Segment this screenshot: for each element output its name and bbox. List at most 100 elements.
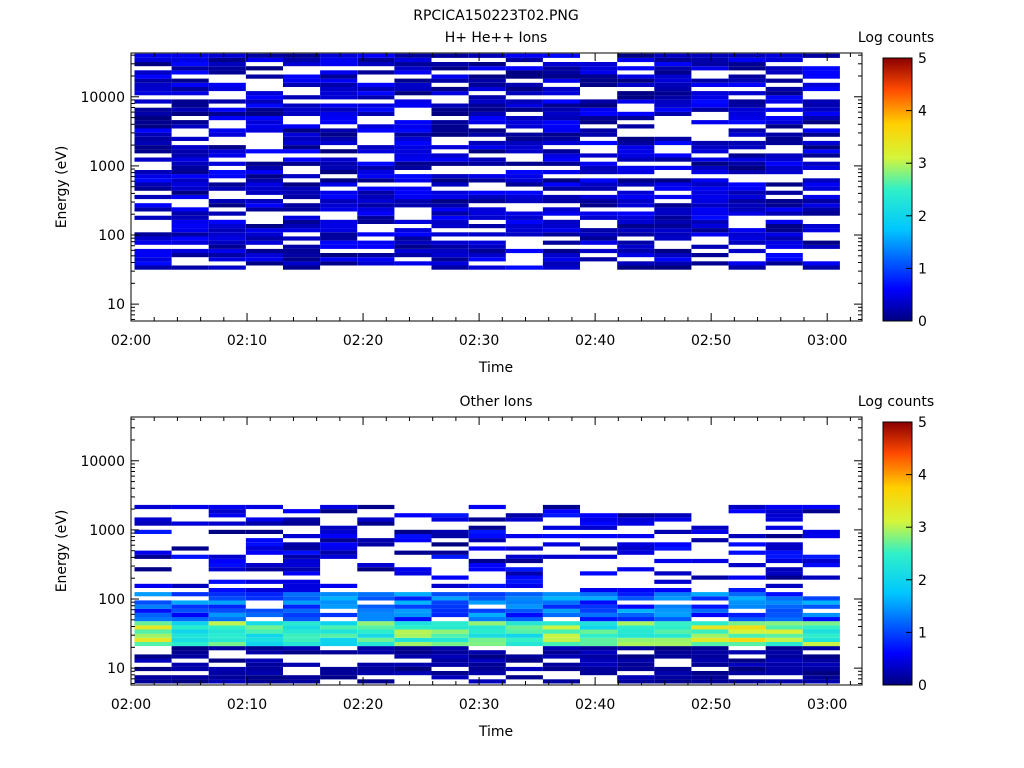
heatmap-cell xyxy=(431,91,469,96)
heatmap-cell xyxy=(357,53,395,58)
heatmap-cell xyxy=(431,600,469,605)
colorbar-tick-label: 5 xyxy=(918,51,927,67)
heatmap-cell xyxy=(468,633,506,638)
heatmap-cell xyxy=(394,654,432,659)
heatmap-cell xyxy=(802,107,840,112)
heatmap-cell xyxy=(320,621,358,626)
heatmap-cell xyxy=(283,592,321,597)
heatmap-cell xyxy=(468,107,506,112)
heatmap-cell xyxy=(357,70,395,75)
x-tick-label: 02:30 xyxy=(459,697,499,713)
heatmap-cell xyxy=(542,629,580,634)
heatmap-cell xyxy=(208,608,246,613)
heatmap-cell xyxy=(208,174,246,179)
heatmap-cell xyxy=(357,170,395,175)
heatmap-cell xyxy=(208,579,246,584)
heatmap-cell xyxy=(802,82,840,87)
heatmap-cell xyxy=(394,529,432,534)
heatmap-cell xyxy=(654,517,692,522)
heatmap-cell xyxy=(394,240,432,245)
heatmap-cell xyxy=(580,211,618,216)
heatmap-cell xyxy=(580,116,618,121)
heatmap-cell xyxy=(357,62,395,67)
heatmap-cell xyxy=(654,66,692,71)
heatmap-cell xyxy=(245,53,283,58)
heatmap-cell xyxy=(134,149,172,154)
heatmap-cell xyxy=(394,120,432,125)
heatmap-cell xyxy=(691,633,729,638)
heatmap-cell xyxy=(505,86,543,92)
y-tick-label: 100 xyxy=(98,228,125,244)
heatmap-cell xyxy=(320,542,358,547)
heatmap-cell xyxy=(617,203,655,208)
heatmap-cell xyxy=(580,534,618,539)
heatmap-cell xyxy=(802,86,840,92)
heatmap-cell xyxy=(728,629,766,634)
heatmap-cell xyxy=(542,542,580,547)
heatmap-cell xyxy=(134,124,172,129)
heatmap-cell xyxy=(431,182,469,187)
heatmap-cell xyxy=(802,145,840,150)
heatmap-cell xyxy=(431,534,469,539)
heatmap-cell xyxy=(654,641,692,647)
heatmap-cell xyxy=(802,529,840,534)
heatmap-cell xyxy=(728,99,766,104)
heatmap-cell xyxy=(765,211,803,216)
heatmap-cell xyxy=(765,132,803,137)
heatmap-cell xyxy=(357,629,395,634)
heatmap-cell xyxy=(283,248,321,254)
heatmap-cell xyxy=(617,99,655,104)
heatmap-cell xyxy=(283,554,321,559)
x-tick-label: 02:10 xyxy=(227,697,267,713)
heatmap-cell xyxy=(431,219,469,224)
heatmap-cell xyxy=(283,517,321,522)
heatmap-cell xyxy=(245,671,283,676)
heatmap-cell xyxy=(542,253,580,258)
heatmap-cell xyxy=(171,70,209,75)
heatmap-cell xyxy=(765,525,803,530)
heatmap-cell xyxy=(357,637,395,642)
heatmap-cell xyxy=(468,99,506,104)
heatmap-cell xyxy=(728,211,766,216)
heatmap-cell xyxy=(171,178,209,183)
heatmap-cell xyxy=(691,604,729,609)
heatmap-cell xyxy=(728,194,766,200)
heatmap-cell xyxy=(691,596,729,601)
heatmap-cell xyxy=(468,244,506,249)
heatmap-cell xyxy=(617,66,655,71)
y-tick-label: 1000 xyxy=(89,159,125,175)
heatmap-cell xyxy=(505,629,543,634)
heatmap-cell xyxy=(728,641,766,647)
heatmap-cell xyxy=(691,228,729,233)
heatmap-cell xyxy=(505,82,543,87)
heatmap-cell xyxy=(208,567,246,572)
heatmap-cell xyxy=(245,170,283,175)
heatmap-cell xyxy=(542,679,580,684)
heatmap-cell xyxy=(394,128,432,133)
heatmap-cell xyxy=(171,66,209,71)
heatmap-cell xyxy=(765,157,803,162)
heatmap-cell xyxy=(505,99,543,104)
y-tick-label: 10000 xyxy=(80,90,125,106)
heatmap-cell xyxy=(505,194,543,200)
heatmap-cell xyxy=(617,244,655,249)
x-tick-label: 02:10 xyxy=(227,333,267,349)
heatmap-cell xyxy=(320,224,358,229)
heatmap-cell xyxy=(171,641,209,647)
heatmap-cell xyxy=(134,120,172,125)
heatmap-cell xyxy=(765,617,803,622)
heatmap-cell xyxy=(468,62,506,67)
panel-title: Other Ions xyxy=(459,394,532,410)
heatmap-cell xyxy=(505,211,543,216)
heatmap-cell xyxy=(283,608,321,613)
y-tick-label: 10 xyxy=(107,297,125,313)
heatmap-cell xyxy=(505,621,543,626)
heatmap-cell xyxy=(691,161,729,166)
heatmap-cell xyxy=(357,253,395,258)
heatmap-cell xyxy=(208,86,246,92)
heatmap-cell xyxy=(542,149,580,154)
heatmap-cell xyxy=(431,625,469,630)
heatmap-cell xyxy=(394,124,432,129)
heatmap-cell xyxy=(283,203,321,208)
